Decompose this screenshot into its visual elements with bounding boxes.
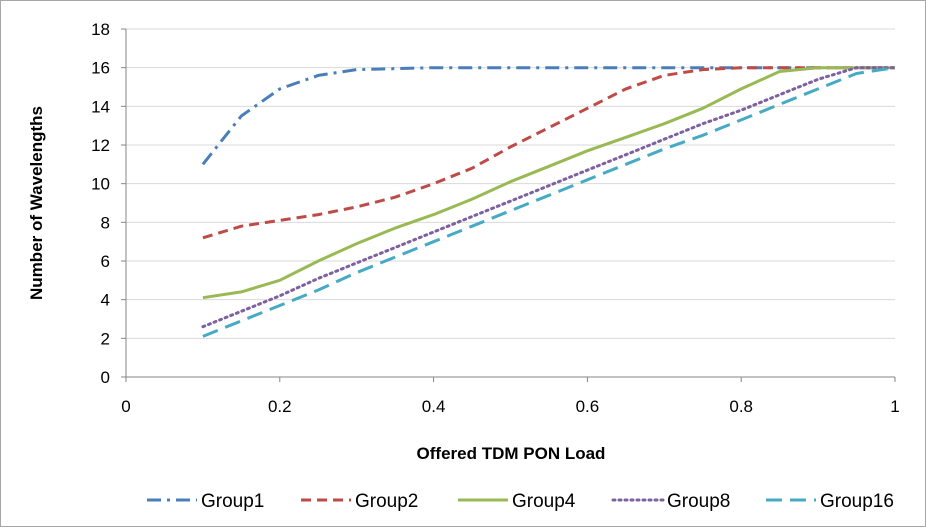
x-tick-label: 0.6 xyxy=(576,397,600,416)
series-line-group16 xyxy=(203,68,895,337)
x-tick-label: 0.4 xyxy=(422,397,446,416)
x-axis-title: Offered TDM PON Load xyxy=(417,444,606,463)
y-tick-label: 12 xyxy=(91,136,110,155)
x-tick-label: 0.8 xyxy=(729,397,753,416)
y-tick-label: 4 xyxy=(101,291,110,310)
legend-label-group1: Group1 xyxy=(201,491,264,512)
y-tick-label: 10 xyxy=(91,175,110,194)
y-tick-label: 16 xyxy=(91,59,110,78)
axes xyxy=(121,29,895,382)
series-line-group1 xyxy=(203,68,895,165)
x-tick-label: 0.2 xyxy=(268,397,292,416)
legend: Group1 Group2 Group4 Group8 Group16 xyxy=(147,491,894,512)
x-tick-labels: 0 0.2 0.4 0.6 0.8 1 xyxy=(121,397,899,416)
y-tick-label: 14 xyxy=(91,97,110,116)
series-line-group2 xyxy=(203,68,895,238)
y-tick-label: 8 xyxy=(101,213,110,232)
legend-label-group8: Group8 xyxy=(667,491,730,512)
y-axis-title: Number of Wavelengths xyxy=(27,106,46,300)
legend-label-group16: Group16 xyxy=(820,491,894,512)
y-tick-label: 0 xyxy=(101,368,110,387)
y-tick-labels: 0 2 4 6 8 10 12 14 16 18 xyxy=(91,20,110,387)
series-lines xyxy=(203,68,895,337)
legend-label-group4: Group4 xyxy=(512,491,576,512)
series-line-group4 xyxy=(203,68,895,298)
legend-label-group2: Group2 xyxy=(355,491,418,512)
x-tick-label: 0 xyxy=(121,397,130,416)
y-tick-label: 18 xyxy=(91,20,110,39)
y-tick-label: 6 xyxy=(101,252,110,271)
y-tick-label: 2 xyxy=(101,329,110,348)
gridlines xyxy=(126,29,895,377)
x-tick-label: 1 xyxy=(890,397,899,416)
